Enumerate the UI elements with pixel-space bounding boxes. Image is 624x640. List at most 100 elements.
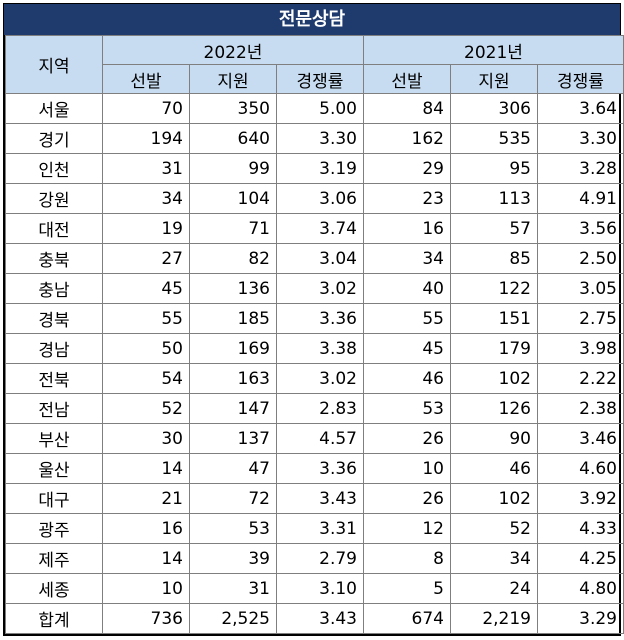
ratio-2021-cell: 3.64 xyxy=(537,93,624,124)
selected-2021-cell: 45 xyxy=(363,333,451,364)
table-row: 울산 14 47 3.36 10 46 4.60 xyxy=(5,453,624,484)
selected-2022-cell: 50 xyxy=(102,333,190,364)
selected-2021-cell: 84 xyxy=(363,93,451,124)
ratio-2021-cell: 2.38 xyxy=(537,393,624,424)
selected-2021-cell: 26 xyxy=(363,483,451,514)
selected-2021-cell: 53 xyxy=(363,393,451,424)
applied-2022-cell: 39 xyxy=(189,543,277,574)
applied-2022-cell: 47 xyxy=(189,453,277,484)
table-title: 전문상담 xyxy=(3,3,621,35)
applied-2021-cell: 102 xyxy=(450,363,538,394)
ratio-2022-cell: 2.83 xyxy=(276,393,364,424)
applied-2021-cell: 24 xyxy=(450,573,538,604)
table-row: 대구 21 72 3.43 26 102 3.92 xyxy=(5,483,624,514)
region-cell: 울산 xyxy=(5,453,103,484)
table-row: 경북 55 185 3.36 55 151 2.75 xyxy=(5,303,624,334)
ratio-2021-cell: 3.98 xyxy=(537,333,624,364)
competition-table: 지역 2022년 2021년 선발 지원 경쟁률 선발 지원 경쟁률 서울 70 3… xyxy=(5,35,624,634)
ratio-2021-cell: 3.05 xyxy=(537,273,624,304)
selected-2021-cell: 8 xyxy=(363,543,451,574)
table-frame: 지역 2022년 2021년 선발 지원 경쟁률 선발 지원 경쟁률 서울 70 3… xyxy=(3,35,624,636)
ratio-2021-cell: 2.50 xyxy=(537,243,624,274)
selected-2022-cell: 14 xyxy=(102,453,190,484)
ratio-2022-cell: 3.43 xyxy=(276,483,364,514)
ratio-2022-cell: 3.38 xyxy=(276,333,364,364)
region-cell: 경북 xyxy=(5,303,103,334)
table-row: 세종 10 31 3.10 5 24 4.80 xyxy=(5,573,624,604)
ratio-2021-cell: 2.75 xyxy=(537,303,624,334)
selected-2022-cell: 19 xyxy=(102,213,190,244)
selected-2022-cell: 52 xyxy=(102,393,190,424)
selected-2022-cell: 16 xyxy=(102,513,190,544)
applied-2021-cell: 2,219 xyxy=(450,603,538,634)
applied-2021-cell: 85 xyxy=(450,243,538,274)
region-cell: 합계 xyxy=(5,603,103,634)
applied-2022-cell: 2,525 xyxy=(189,603,277,634)
table-row: 인천 31 99 3.19 29 95 3.28 xyxy=(5,153,624,184)
ratio-2021-cell: 3.56 xyxy=(537,213,624,244)
selected-2022-cell: 54 xyxy=(102,363,190,394)
header-year-2021: 2021년 xyxy=(363,35,624,65)
applied-2022-cell: 104 xyxy=(189,183,277,214)
table-row: 경기 194 640 3.30 162 535 3.30 xyxy=(5,123,624,154)
header-ratio: 경쟁률 xyxy=(537,64,624,94)
ratio-2022-cell: 3.02 xyxy=(276,363,364,394)
table-row: 전북 54 163 3.02 46 102 2.22 xyxy=(5,363,624,394)
selected-2021-cell: 5 xyxy=(363,573,451,604)
ratio-2021-cell: 3.29 xyxy=(537,603,624,634)
table-row: 충북 27 82 3.04 34 85 2.50 xyxy=(5,243,624,274)
applied-2021-cell: 179 xyxy=(450,333,538,364)
applied-2021-cell: 102 xyxy=(450,483,538,514)
ratio-2021-cell: 3.28 xyxy=(537,153,624,184)
selected-2022-cell: 10 xyxy=(102,573,190,604)
region-cell: 경기 xyxy=(5,123,103,154)
ratio-2021-cell: 3.30 xyxy=(537,123,624,154)
applied-2021-cell: 306 xyxy=(450,93,538,124)
applied-2021-cell: 46 xyxy=(450,453,538,484)
ratio-2022-cell: 5.00 xyxy=(276,93,364,124)
ratio-2022-cell: 3.06 xyxy=(276,183,364,214)
table-row: 충남 45 136 3.02 40 122 3.05 xyxy=(5,273,624,304)
ratio-2022-cell: 4.57 xyxy=(276,423,364,454)
selected-2022-cell: 55 xyxy=(102,303,190,334)
header-applied: 지원 xyxy=(189,64,277,94)
applied-2022-cell: 163 xyxy=(189,363,277,394)
table-row: 합계 736 2,525 3.43 674 2,219 3.29 xyxy=(5,603,624,634)
ratio-2022-cell: 3.02 xyxy=(276,273,364,304)
applied-2022-cell: 350 xyxy=(189,93,277,124)
region-cell: 전남 xyxy=(5,393,103,424)
table-row: 경남 50 169 3.38 45 179 3.98 xyxy=(5,333,624,364)
selected-2021-cell: 674 xyxy=(363,603,451,634)
region-cell: 인천 xyxy=(5,153,103,184)
region-cell: 부산 xyxy=(5,423,103,454)
selected-2022-cell: 45 xyxy=(102,273,190,304)
table-row: 제주 14 39 2.79 8 34 4.25 xyxy=(5,543,624,574)
applied-2022-cell: 53 xyxy=(189,513,277,544)
selected-2022-cell: 31 xyxy=(102,153,190,184)
ratio-2021-cell: 4.25 xyxy=(537,543,624,574)
table-row: 전남 52 147 2.83 53 126 2.38 xyxy=(5,393,624,424)
ratio-2022-cell: 3.36 xyxy=(276,303,364,334)
selected-2021-cell: 55 xyxy=(363,303,451,334)
applied-2021-cell: 90 xyxy=(450,423,538,454)
header-selected: 선발 xyxy=(363,64,451,94)
ratio-2021-cell: 4.33 xyxy=(537,513,624,544)
applied-2022-cell: 99 xyxy=(189,153,277,184)
region-cell: 충북 xyxy=(5,243,103,274)
ratio-2021-cell: 3.46 xyxy=(537,423,624,454)
applied-2022-cell: 185 xyxy=(189,303,277,334)
ratio-2021-cell: 4.80 xyxy=(537,573,624,604)
applied-2022-cell: 72 xyxy=(189,483,277,514)
selected-2021-cell: 26 xyxy=(363,423,451,454)
applied-2021-cell: 34 xyxy=(450,543,538,574)
region-cell: 서울 xyxy=(5,93,103,124)
region-cell: 광주 xyxy=(5,513,103,544)
applied-2021-cell: 126 xyxy=(450,393,538,424)
applied-2021-cell: 122 xyxy=(450,273,538,304)
region-cell: 충남 xyxy=(5,273,103,304)
ratio-2021-cell: 4.60 xyxy=(537,453,624,484)
ratio-2022-cell: 3.19 xyxy=(276,153,364,184)
applied-2022-cell: 137 xyxy=(189,423,277,454)
selected-2021-cell: 12 xyxy=(363,513,451,544)
header-region: 지역 xyxy=(5,35,103,94)
